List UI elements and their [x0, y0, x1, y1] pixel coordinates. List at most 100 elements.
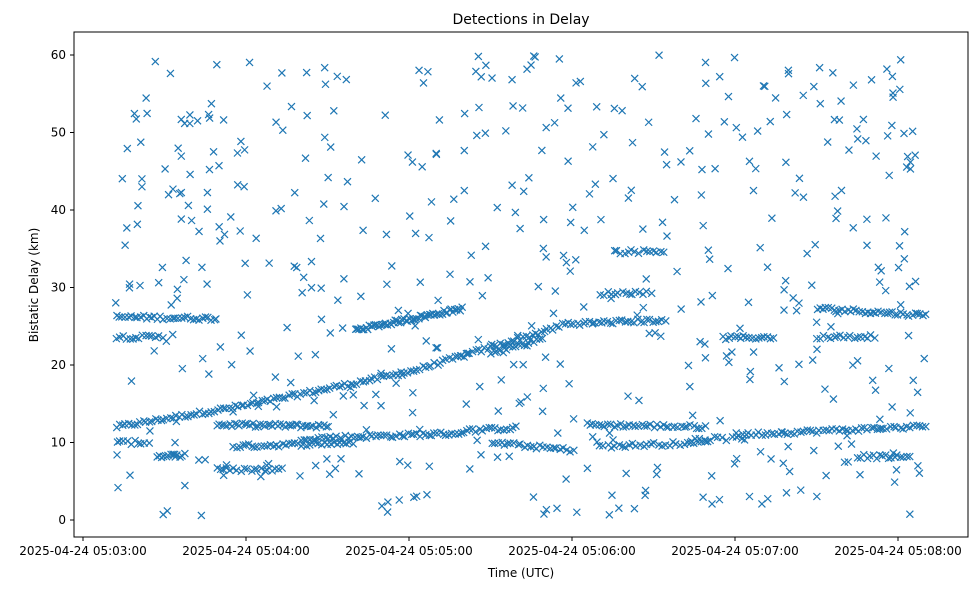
data-point	[738, 133, 747, 142]
data-point	[539, 215, 548, 224]
data-point	[760, 82, 769, 91]
data-point	[767, 214, 776, 223]
data-point	[812, 492, 821, 501]
data-point	[398, 431, 407, 440]
data-point	[360, 401, 369, 410]
data-point	[769, 334, 778, 342]
data-point	[541, 353, 550, 362]
data-point	[524, 173, 533, 182]
data-point	[338, 324, 347, 332]
data-point	[867, 75, 876, 84]
x-tick-label: 2025-04-24 05:06:00	[508, 544, 635, 558]
data-point	[114, 483, 122, 492]
data-point	[333, 72, 342, 81]
data-point	[875, 278, 884, 287]
data-point	[392, 432, 400, 441]
data-point	[555, 55, 564, 63]
data-point	[566, 267, 575, 276]
data-point	[906, 165, 915, 173]
data-point	[355, 469, 363, 478]
data-point	[265, 259, 274, 268]
data-point	[380, 431, 388, 440]
data-point	[465, 425, 474, 433]
data-point	[845, 146, 853, 155]
data-point	[855, 307, 864, 316]
data-point	[840, 458, 849, 467]
data-point	[240, 145, 249, 154]
data-point	[888, 72, 897, 81]
data-point	[642, 247, 651, 256]
data-point	[187, 216, 196, 225]
data-point	[887, 121, 896, 130]
data-point	[795, 174, 804, 183]
data-point	[875, 450, 884, 459]
data-point	[335, 382, 344, 391]
data-point	[305, 216, 314, 225]
x-axis: 2025-04-24 05:03:00 2025-04-24 05:04:00 20…	[19, 537, 962, 558]
data-point	[319, 200, 328, 208]
data-point	[763, 263, 772, 272]
data-point	[921, 310, 930, 319]
data-point	[186, 170, 195, 179]
data-point	[610, 442, 619, 451]
data-point	[889, 449, 898, 458]
data-point	[746, 367, 755, 376]
data-point	[164, 190, 173, 199]
data-point	[508, 181, 517, 190]
data-point	[518, 104, 527, 112]
data-point	[391, 316, 400, 325]
data-point	[705, 255, 714, 264]
data-point	[488, 74, 496, 82]
data-point	[170, 450, 179, 459]
data-point	[610, 104, 619, 113]
data-point	[706, 436, 715, 445]
data-point	[211, 315, 220, 323]
data-point	[609, 436, 617, 444]
data-point	[365, 430, 374, 439]
data-point	[268, 422, 277, 430]
data-point	[419, 79, 428, 87]
data-point	[556, 360, 565, 369]
data-point	[272, 118, 280, 127]
data-point	[599, 291, 608, 300]
data-point	[408, 388, 417, 397]
data-point	[888, 403, 897, 411]
data-point	[130, 109, 139, 118]
data-point	[143, 109, 152, 118]
data-point	[219, 471, 228, 480]
axes-frame	[73, 31, 969, 538]
data-point	[833, 207, 842, 216]
data-point	[767, 429, 776, 438]
data-point	[136, 138, 145, 147]
data-point	[658, 218, 667, 227]
data-point	[903, 152, 912, 161]
data-point	[349, 390, 358, 399]
data-point	[322, 422, 331, 431]
data-point	[463, 349, 472, 358]
data-point	[542, 505, 551, 514]
data-point	[624, 392, 632, 401]
data-point	[237, 331, 246, 340]
data-point	[278, 126, 287, 135]
data-point	[853, 124, 861, 133]
data-point	[286, 421, 295, 430]
data-point	[608, 491, 616, 500]
data-point	[758, 431, 767, 440]
data-point	[481, 242, 490, 251]
data-point	[226, 213, 235, 221]
data-point	[692, 114, 700, 123]
data-point	[212, 60, 221, 69]
data-point	[883, 131, 892, 140]
data-point	[819, 331, 828, 340]
data-point	[333, 296, 342, 305]
data-point	[579, 303, 588, 311]
data-point	[203, 205, 212, 214]
data-point	[889, 93, 898, 102]
data-point	[686, 438, 695, 447]
data-point	[115, 313, 124, 322]
data-point	[655, 51, 663, 60]
y-axis: 0 10 20 30 40 50 60	[51, 48, 74, 527]
data-point	[425, 233, 433, 242]
data-point	[539, 384, 548, 393]
data-point	[209, 147, 218, 156]
